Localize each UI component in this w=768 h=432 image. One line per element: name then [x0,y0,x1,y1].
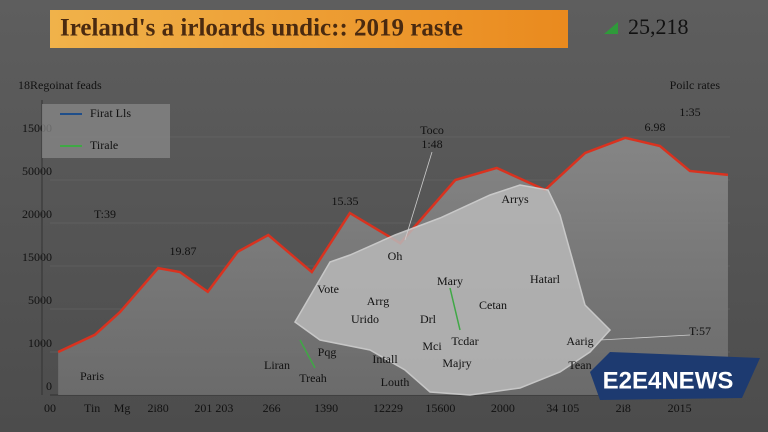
annotation: 19.87 [170,244,197,258]
x-tick-label: 00 [44,401,56,415]
annotation: Pqg [318,345,337,359]
x-tick-label: 15600 [425,401,455,415]
x-tick-label: Tin [84,401,100,415]
annotation: Toco [420,123,444,137]
y-tick-label: 0 [46,379,52,393]
x-tick-label: 2i80 [147,401,168,415]
annotation: Tcdar [451,334,478,348]
y2-axis-label: Poilc rates [670,78,721,92]
legend-label: Tirale [90,138,118,152]
annotation: Louth [381,375,410,389]
annotation: Majry [442,356,471,370]
pointer [599,334,691,341]
annotation: Liran [264,358,290,372]
y-tick-label: 5000 [28,293,52,307]
x-tick-label: 34 105 [546,401,579,415]
annotation: 15.35 [332,194,359,208]
chart-title: Ireland's a irloards undic:: 2019 raste [60,15,463,42]
annotation: Treah [299,371,327,385]
map-shape [294,184,612,396]
headline-value: 25,218 [628,14,689,39]
green-pointer [449,287,461,331]
y-tick-label: 1000 [28,336,52,350]
x-tick-label: 2i8 [616,401,631,415]
annotation: T:39 [94,207,116,221]
line [57,136,729,354]
x-tick-label: 201 203 [194,401,233,415]
y-tick-label: 50000 [22,164,52,178]
title-box [50,10,568,48]
x-tick-label: 2015 [668,401,692,415]
annotation: Arrys [501,192,529,206]
watermark-badge [590,352,760,400]
y-tick-label: 15000 [22,250,52,264]
annotation: Intall [372,352,398,366]
annotation: Oh [388,249,403,263]
x-tick-label: 2000 [491,401,515,415]
pointer [404,151,433,241]
annotation: Drl [420,312,437,326]
legend-label: Firat Lls [90,106,131,120]
annotation: Aarig [566,334,593,348]
annotation: Urido [351,312,379,326]
annotation: 1:35 [679,105,700,119]
annotation: Vote [317,282,339,296]
annotation: Paris [80,369,104,383]
up-arrow [604,22,618,34]
x-tick-label: 12229 [373,401,403,415]
watermark: E2E4NEWS [603,367,734,394]
x-tick-label: 1390 [314,401,338,415]
x-tick-label: Mg [114,401,131,415]
annotation: Hatarl [530,272,561,286]
annotation: T:57 [689,324,711,338]
y-axis-label: 18Regoinat feads [18,78,102,92]
y-tick-label: 20000 [22,207,52,221]
annotation: Arrg [367,294,389,308]
annotation: Cetan [479,298,507,312]
annotation: 1:48 [421,137,442,151]
annotation: 6.98 [645,120,666,134]
x-tick-label: 266 [263,401,281,415]
green-pointer [299,339,316,369]
annotation: Tean [568,358,591,372]
annotation: Mci [422,339,442,353]
annotation: Mary [437,274,463,288]
